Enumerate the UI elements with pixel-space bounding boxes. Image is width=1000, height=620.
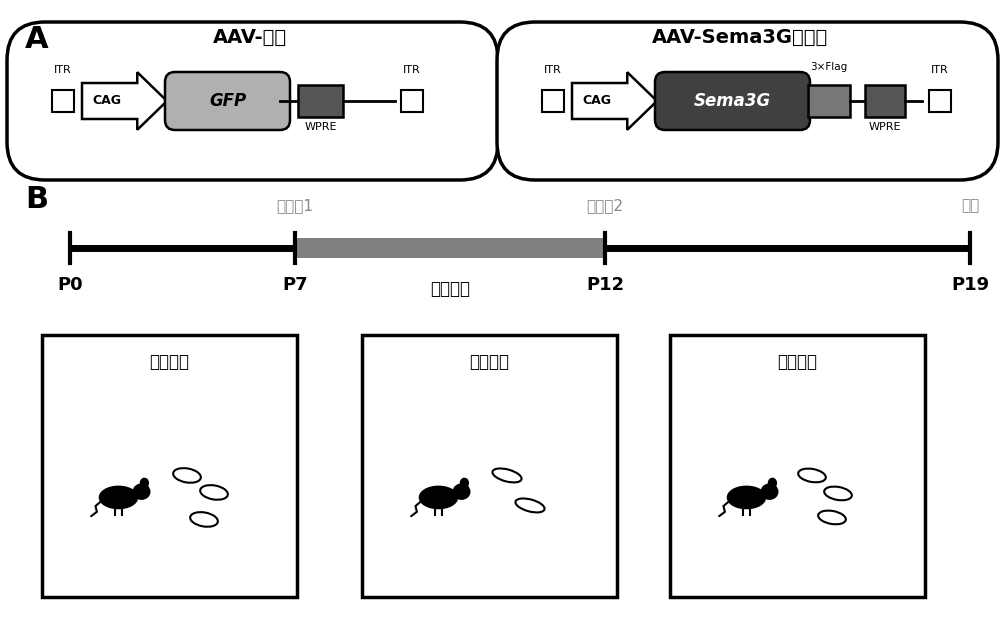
- Text: AAV-对照: AAV-对照: [213, 28, 287, 47]
- Text: 常氧环境: 常氧环境: [778, 353, 818, 371]
- Ellipse shape: [728, 487, 765, 508]
- Text: 常氧环境: 常氧环境: [149, 353, 189, 371]
- Bar: [542, 90, 564, 112]
- Text: ITR: ITR: [403, 65, 421, 75]
- Bar: [670, 335, 925, 597]
- Ellipse shape: [141, 479, 148, 487]
- Text: B: B: [25, 185, 48, 214]
- Text: ITR: ITR: [54, 65, 72, 75]
- Text: ITR: ITR: [931, 65, 949, 75]
- Ellipse shape: [461, 479, 468, 487]
- Ellipse shape: [173, 468, 201, 483]
- Bar: [42, 335, 297, 597]
- Text: 分析: 分析: [961, 198, 979, 213]
- Bar: [865, 85, 905, 117]
- Ellipse shape: [190, 512, 218, 527]
- Text: P0: P0: [57, 276, 83, 294]
- Text: GFP: GFP: [209, 92, 246, 110]
- Bar: [929, 90, 951, 112]
- Ellipse shape: [818, 511, 846, 525]
- Text: 高氧环境: 高氧环境: [470, 353, 509, 371]
- Text: P19: P19: [951, 276, 989, 294]
- Text: 注射点2: 注射点2: [586, 198, 624, 213]
- Ellipse shape: [769, 479, 776, 487]
- Text: WPRE: WPRE: [304, 122, 337, 132]
- Text: AAV-Sema3G过表达: AAV-Sema3G过表达: [652, 28, 828, 47]
- Ellipse shape: [200, 485, 228, 500]
- Text: A: A: [25, 25, 49, 54]
- Ellipse shape: [100, 487, 137, 508]
- Text: CAG: CAG: [582, 94, 612, 107]
- Text: 高氧环境: 高氧环境: [430, 280, 470, 298]
- Text: P12: P12: [586, 276, 624, 294]
- Bar: [808, 85, 850, 117]
- Ellipse shape: [515, 498, 545, 512]
- Ellipse shape: [798, 469, 826, 482]
- Ellipse shape: [762, 484, 777, 499]
- Text: ITR: ITR: [544, 65, 562, 75]
- Bar: [52, 90, 74, 112]
- Ellipse shape: [824, 487, 852, 500]
- Text: P7: P7: [282, 276, 308, 294]
- Ellipse shape: [492, 469, 522, 482]
- Bar: [401, 90, 423, 112]
- Text: WPRE: WPRE: [869, 122, 901, 132]
- FancyBboxPatch shape: [7, 22, 498, 180]
- Text: Sema3G: Sema3G: [694, 92, 771, 110]
- Bar: [362, 335, 617, 597]
- Ellipse shape: [134, 484, 149, 499]
- Polygon shape: [572, 72, 657, 130]
- Polygon shape: [82, 72, 167, 130]
- Ellipse shape: [454, 484, 469, 499]
- Ellipse shape: [420, 487, 457, 508]
- Bar: [295, 238, 605, 258]
- FancyBboxPatch shape: [497, 22, 998, 180]
- FancyBboxPatch shape: [655, 72, 810, 130]
- Text: 注射点1: 注射点1: [276, 198, 314, 213]
- FancyBboxPatch shape: [165, 72, 290, 130]
- Text: 3×Flag: 3×Flag: [810, 62, 848, 72]
- Bar: [298, 85, 343, 117]
- Text: CAG: CAG: [92, 94, 122, 107]
